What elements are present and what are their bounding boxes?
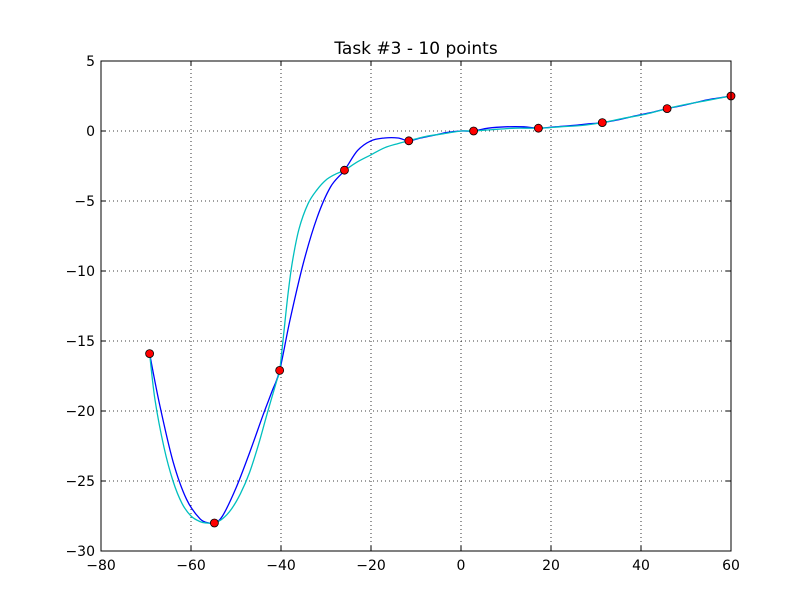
data-point (275, 365, 285, 375)
grid-layer (101, 61, 731, 551)
x-tick-label: −40 (266, 558, 296, 574)
data-point (145, 349, 155, 359)
data-point (662, 104, 672, 113)
y-tick-label: −25 (65, 474, 95, 490)
y-tick-label: −10 (65, 264, 95, 280)
chart-title: Task #3 - 10 points (333, 39, 497, 59)
data-point (597, 118, 607, 127)
data-point (340, 165, 349, 175)
y-tick-label: −20 (65, 404, 95, 420)
y-tick-label: −5 (74, 194, 95, 210)
x-tick-label: 20 (542, 558, 560, 574)
y-tick-label: −30 (65, 544, 95, 560)
data-point (404, 136, 414, 146)
x-tick-label: 0 (457, 558, 466, 574)
data-point (209, 518, 219, 528)
y-tick-label: 5 (86, 54, 95, 70)
x-tick-label: −80 (86, 558, 116, 574)
x-tick-label: −20 (356, 558, 386, 574)
data-point (469, 126, 479, 136)
tick-layer: −80 −60 −40 −20 0 20 40 60 −30 −25 −20 −15 −10 −5 0 5 (65, 54, 739, 574)
points-layer (145, 91, 736, 528)
x-tick-label: 40 (632, 558, 650, 574)
data-point (534, 123, 543, 133)
x-tick-label: 60 (722, 558, 740, 574)
y-tick-label: −15 (65, 334, 95, 350)
plot-frame (100, 60, 732, 552)
x-tick-label: −60 (176, 558, 206, 574)
y-tick-label: 0 (86, 124, 95, 140)
